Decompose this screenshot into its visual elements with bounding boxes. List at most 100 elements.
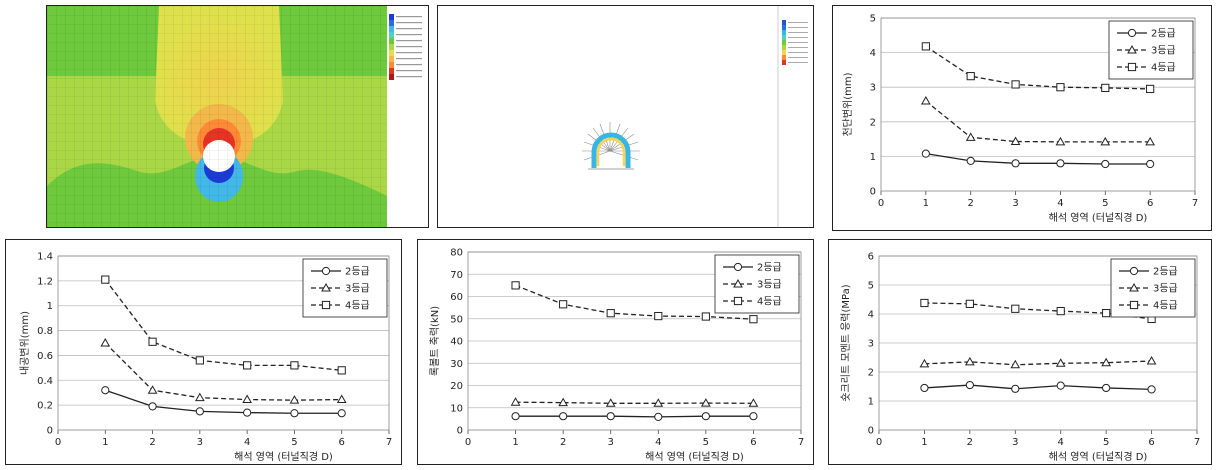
data-point	[559, 300, 568, 309]
data-point	[654, 412, 663, 421]
x-tick-label: 7	[1194, 437, 1200, 448]
y-tick-label: 0.6	[37, 351, 53, 362]
convergence-chart: 0 0.2 0.4 0.6 0.8 1 1.2 1.4 0 1 2 3 4 5 6 7 해석 영역 (터널직경 …	[18, 252, 392, 464]
legend-marker	[1127, 28, 1137, 38]
data-point	[559, 412, 568, 421]
series-3	[920, 298, 1156, 324]
y-tick-label: 1	[47, 301, 53, 312]
y-tick-label: 0	[868, 426, 874, 437]
data-point	[606, 309, 615, 318]
series-2	[100, 337, 347, 404]
legend-label: 3등급	[757, 279, 782, 291]
y-axis-label: 숏크리트 모멘트 응력(MPa)	[840, 284, 852, 401]
y-tick-label: 6	[868, 252, 874, 263]
data-point	[1146, 355, 1157, 365]
data-point	[1056, 83, 1065, 92]
data-point	[920, 96, 931, 105]
y-tick-label: 0	[47, 426, 53, 437]
data-point	[701, 312, 710, 321]
y-tick-label: 3	[870, 83, 876, 94]
x-axis-label: 해석 영역 (터널직경 D)	[645, 450, 744, 463]
y-tick-label: 0.2	[37, 401, 53, 412]
y-tick-label: 3	[868, 339, 874, 350]
x-tick-label: 7	[1192, 198, 1198, 209]
data-point	[1011, 384, 1020, 393]
data-point	[606, 412, 615, 421]
y-tick-label: 0	[457, 426, 463, 437]
data-point	[1010, 136, 1021, 146]
data-point	[243, 361, 252, 370]
y-tick-label: 4	[870, 48, 876, 59]
x-tick-label: 3	[197, 437, 203, 448]
legend-marker	[1129, 300, 1139, 310]
shotcrete-stress-chart-panel: 0 1 2 3 4 5 6 0 1 2 3 4 5 6 7 해석 영역 (터널직경 D) 숏크리트 모멘트 응력…	[828, 239, 1212, 465]
legend-label: 4등급	[345, 300, 370, 312]
x-tick-label: 3	[1012, 198, 1018, 209]
y-tick-label: 0.8	[37, 326, 53, 337]
data-point	[510, 397, 521, 406]
x-tick-label: 5	[1103, 437, 1109, 448]
x-tick-label: 4	[1058, 437, 1064, 448]
data-point	[100, 337, 111, 347]
rockbolt-axial-force-chart: 0 10 20 30 40 50 60 70 80 0 1 2 3 4 5 6 7 해석 영역 (터널직경 D) 록…	[429, 248, 804, 464]
x-tick-label: 3	[608, 437, 614, 448]
plot-area-frame	[57, 255, 390, 431]
legend-label: 2등급	[757, 262, 782, 274]
data-point	[290, 361, 299, 370]
data-point	[1101, 83, 1110, 92]
data-point	[605, 398, 616, 407]
y-tick-label: 70	[450, 270, 463, 281]
data-point	[195, 356, 204, 365]
data-point	[920, 298, 929, 308]
series-3	[101, 275, 346, 375]
x-tick-label: 1	[102, 437, 108, 448]
data-point	[749, 315, 758, 324]
y-tick-label: 60	[450, 292, 463, 303]
series-line	[925, 45, 1151, 90]
data-point	[336, 394, 347, 404]
x-tick-label: 2	[968, 198, 974, 209]
series-line	[924, 384, 1152, 391]
x-tick-label: 3	[1012, 437, 1018, 448]
y-tick-label: 1.2	[37, 276, 53, 287]
series-line	[104, 342, 342, 401]
data-point	[1147, 385, 1156, 394]
y-tick-label: 80	[450, 248, 463, 259]
data-point	[1056, 307, 1065, 316]
y-axis-label: 내공변위(mm)	[18, 311, 31, 375]
data-point	[148, 337, 157, 346]
data-point	[966, 72, 975, 81]
legend-marker	[733, 296, 743, 306]
data-point	[1102, 383, 1111, 393]
x-tick-label: 7	[798, 437, 804, 448]
y-tick-label: 5	[870, 14, 876, 25]
data-point	[243, 408, 252, 417]
legend-marker	[1129, 282, 1139, 292]
rockbolt-axial-force-chart-panel: 0 10 20 30 40 50 60 70 80 0 1 2 3 4 5 6 7 해석 영역 (터널직경 D) 록…	[417, 239, 814, 465]
legend-label: 3등급	[1153, 283, 1178, 295]
legend-label: 4등급	[757, 296, 782, 308]
data-point	[289, 395, 300, 404]
deformation-plot-image	[582, 6, 808, 227]
y-tick-label: 40	[450, 337, 463, 348]
legend-box	[302, 258, 388, 318]
data-point	[654, 311, 663, 321]
data-point	[1011, 159, 1020, 168]
legend-marker	[733, 278, 743, 288]
shotcrete-moment-stress-chart: 0 1 2 3 4 5 6 0 1 2 3 4 5 6 7 해석 영역 (터널직경 D) 숏크리트 모멘트 응력…	[840, 252, 1200, 464]
series-line	[924, 360, 1152, 366]
data-point	[1145, 136, 1156, 146]
y-tick-label: 50	[450, 314, 463, 325]
data-point	[919, 358, 930, 368]
data-point	[558, 397, 569, 407]
series-1	[920, 380, 1156, 394]
x-tick-label: 6	[1148, 437, 1154, 448]
plot-area-frame	[880, 17, 1196, 192]
plot-area-frame	[467, 251, 802, 431]
x-tick-label: 1	[512, 437, 518, 448]
data-point	[920, 383, 929, 393]
series-line	[515, 401, 754, 404]
data-point	[1055, 136, 1066, 146]
x-tick-label: 2	[560, 437, 566, 448]
y-tick-label: 1.4	[37, 252, 53, 263]
